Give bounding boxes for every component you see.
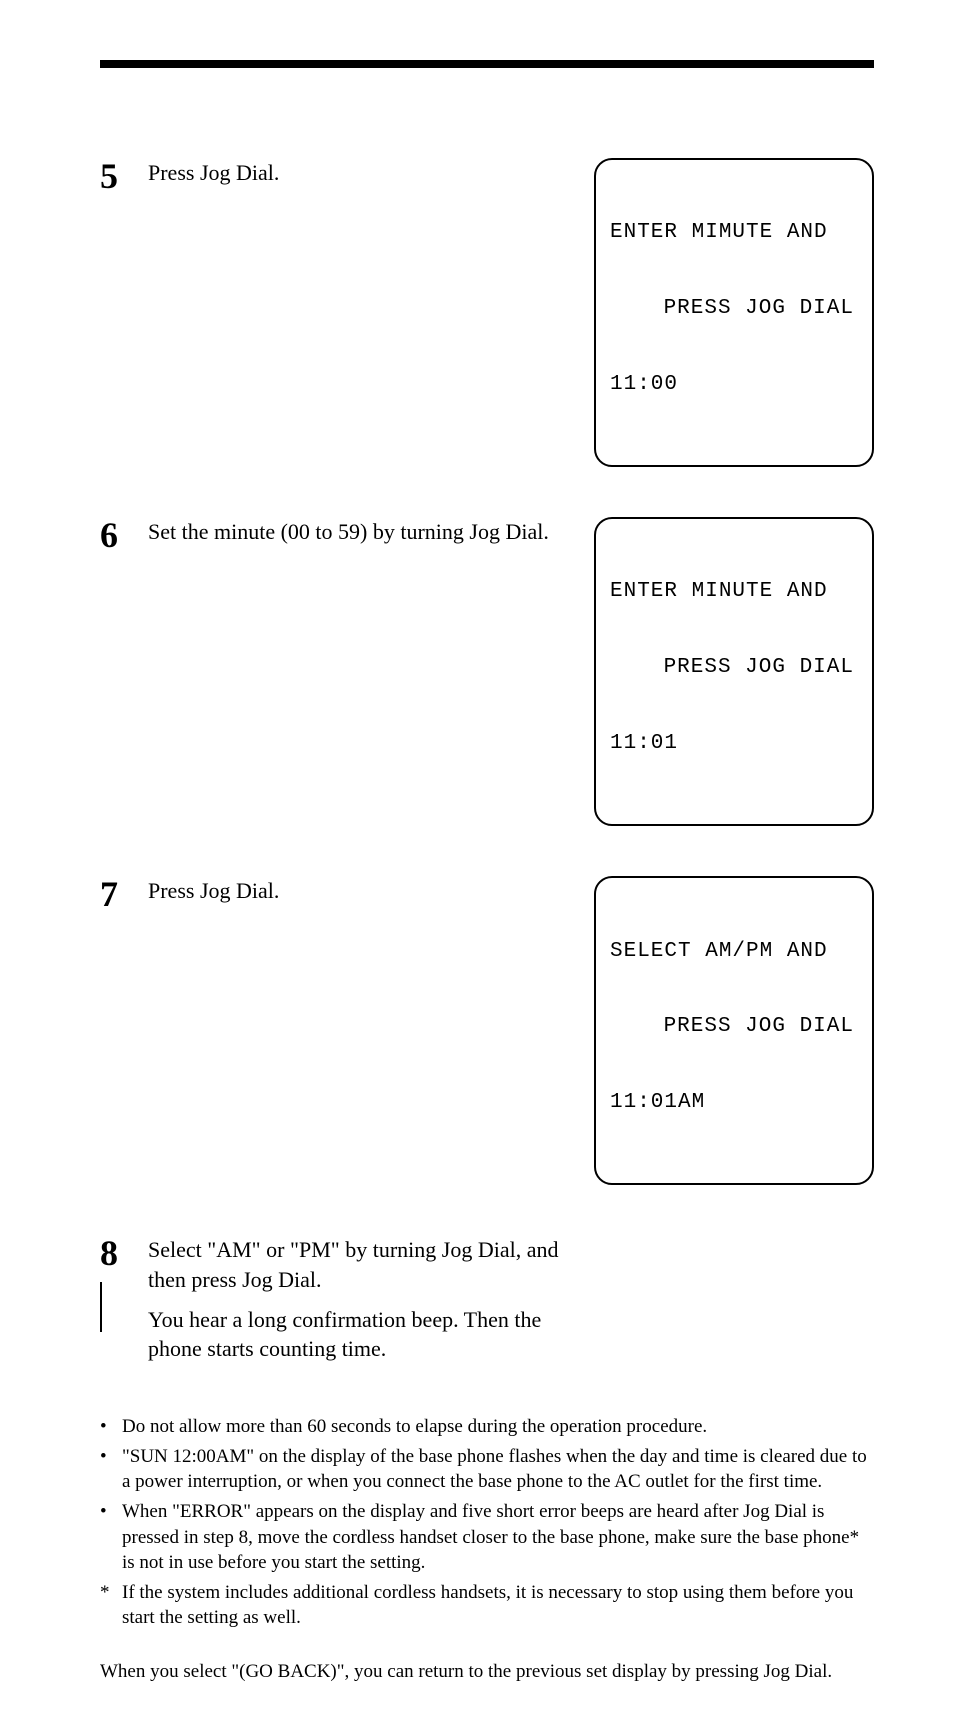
step-5: 5 Press Jog Dial. ENTER MIMUTE AND PRESS…	[100, 158, 874, 467]
bullet-icon: •	[100, 1499, 122, 1576]
lcd-line-2: PRESS JOG DIAL	[610, 655, 858, 680]
note-item: • "SUN 12:00AM" on the display of the ba…	[100, 1444, 874, 1495]
step-8: 8 Select "AM" or "PM" by turning Jog Dia…	[100, 1235, 874, 1364]
notes-section: • Do not allow more than 60 seconds to e…	[100, 1414, 874, 1685]
lcd-display: ENTER MIMUTE AND PRESS JOG DIAL 11:00	[594, 158, 874, 467]
lcd-line-3: 11:01AM	[610, 1090, 858, 1115]
step-text: Press Jog Dial.	[148, 876, 594, 906]
lcd-line-1: ENTER MINUTE AND	[610, 579, 858, 604]
lcd-display: ENTER MINUTE AND PRESS JOG DIAL 11:01	[594, 517, 874, 826]
step-text: Set the minute (00 to 59) by turning Jog…	[148, 517, 594, 547]
footnote-mark: *	[100, 1580, 122, 1631]
step-text: Select "AM" or "PM" by turning Jog Dial,…	[148, 1235, 874, 1364]
lcd-line-1: SELECT AM/PM AND	[610, 939, 858, 964]
page-edge-marker	[100, 1282, 102, 1332]
step-number: 7	[100, 876, 148, 912]
step-text-para-2: You hear a long confirmation beep. Then …	[148, 1305, 594, 1364]
bottom-paragraph: When you select "(GO BACK)", you can ret…	[100, 1659, 874, 1685]
step-text: Press Jog Dial.	[148, 158, 594, 188]
note-text: "SUN 12:00AM" on the display of the base…	[122, 1444, 874, 1495]
note-text: Do not allow more than 60 seconds to ela…	[122, 1414, 874, 1440]
bullet-icon: •	[100, 1414, 122, 1440]
step-number: 8	[100, 1235, 148, 1271]
lcd-line-2: PRESS JOG DIAL	[610, 296, 858, 321]
footnote: * If the system includes additional cord…	[100, 1580, 874, 1631]
lcd-line-3: 11:00	[610, 372, 858, 397]
step-6: 6 Set the minute (00 to 59) by turning J…	[100, 517, 874, 826]
top-rule	[100, 60, 874, 68]
note-text: When "ERROR" appears on the display and …	[122, 1499, 874, 1576]
bullet-icon: •	[100, 1444, 122, 1495]
page-content: 5 Press Jog Dial. ENTER MIMUTE AND PRESS…	[0, 0, 954, 1725]
step-7: 7 Press Jog Dial. SELECT AM/PM AND PRESS…	[100, 876, 874, 1185]
note-item: • Do not allow more than 60 seconds to e…	[100, 1414, 874, 1440]
footnote-text: If the system includes additional cordle…	[122, 1580, 874, 1631]
lcd-display: SELECT AM/PM AND PRESS JOG DIAL 11:01AM	[594, 876, 874, 1185]
step-number: 5	[100, 158, 148, 194]
step-number: 6	[100, 517, 148, 553]
lcd-line-1: ENTER MIMUTE AND	[610, 220, 858, 245]
lcd-line-2: PRESS JOG DIAL	[610, 1014, 858, 1039]
lcd-line-3: 11:01	[610, 731, 858, 756]
step-text-para-1: Select "AM" or "PM" by turning Jog Dial,…	[148, 1235, 594, 1294]
note-item: • When "ERROR" appears on the display an…	[100, 1499, 874, 1576]
